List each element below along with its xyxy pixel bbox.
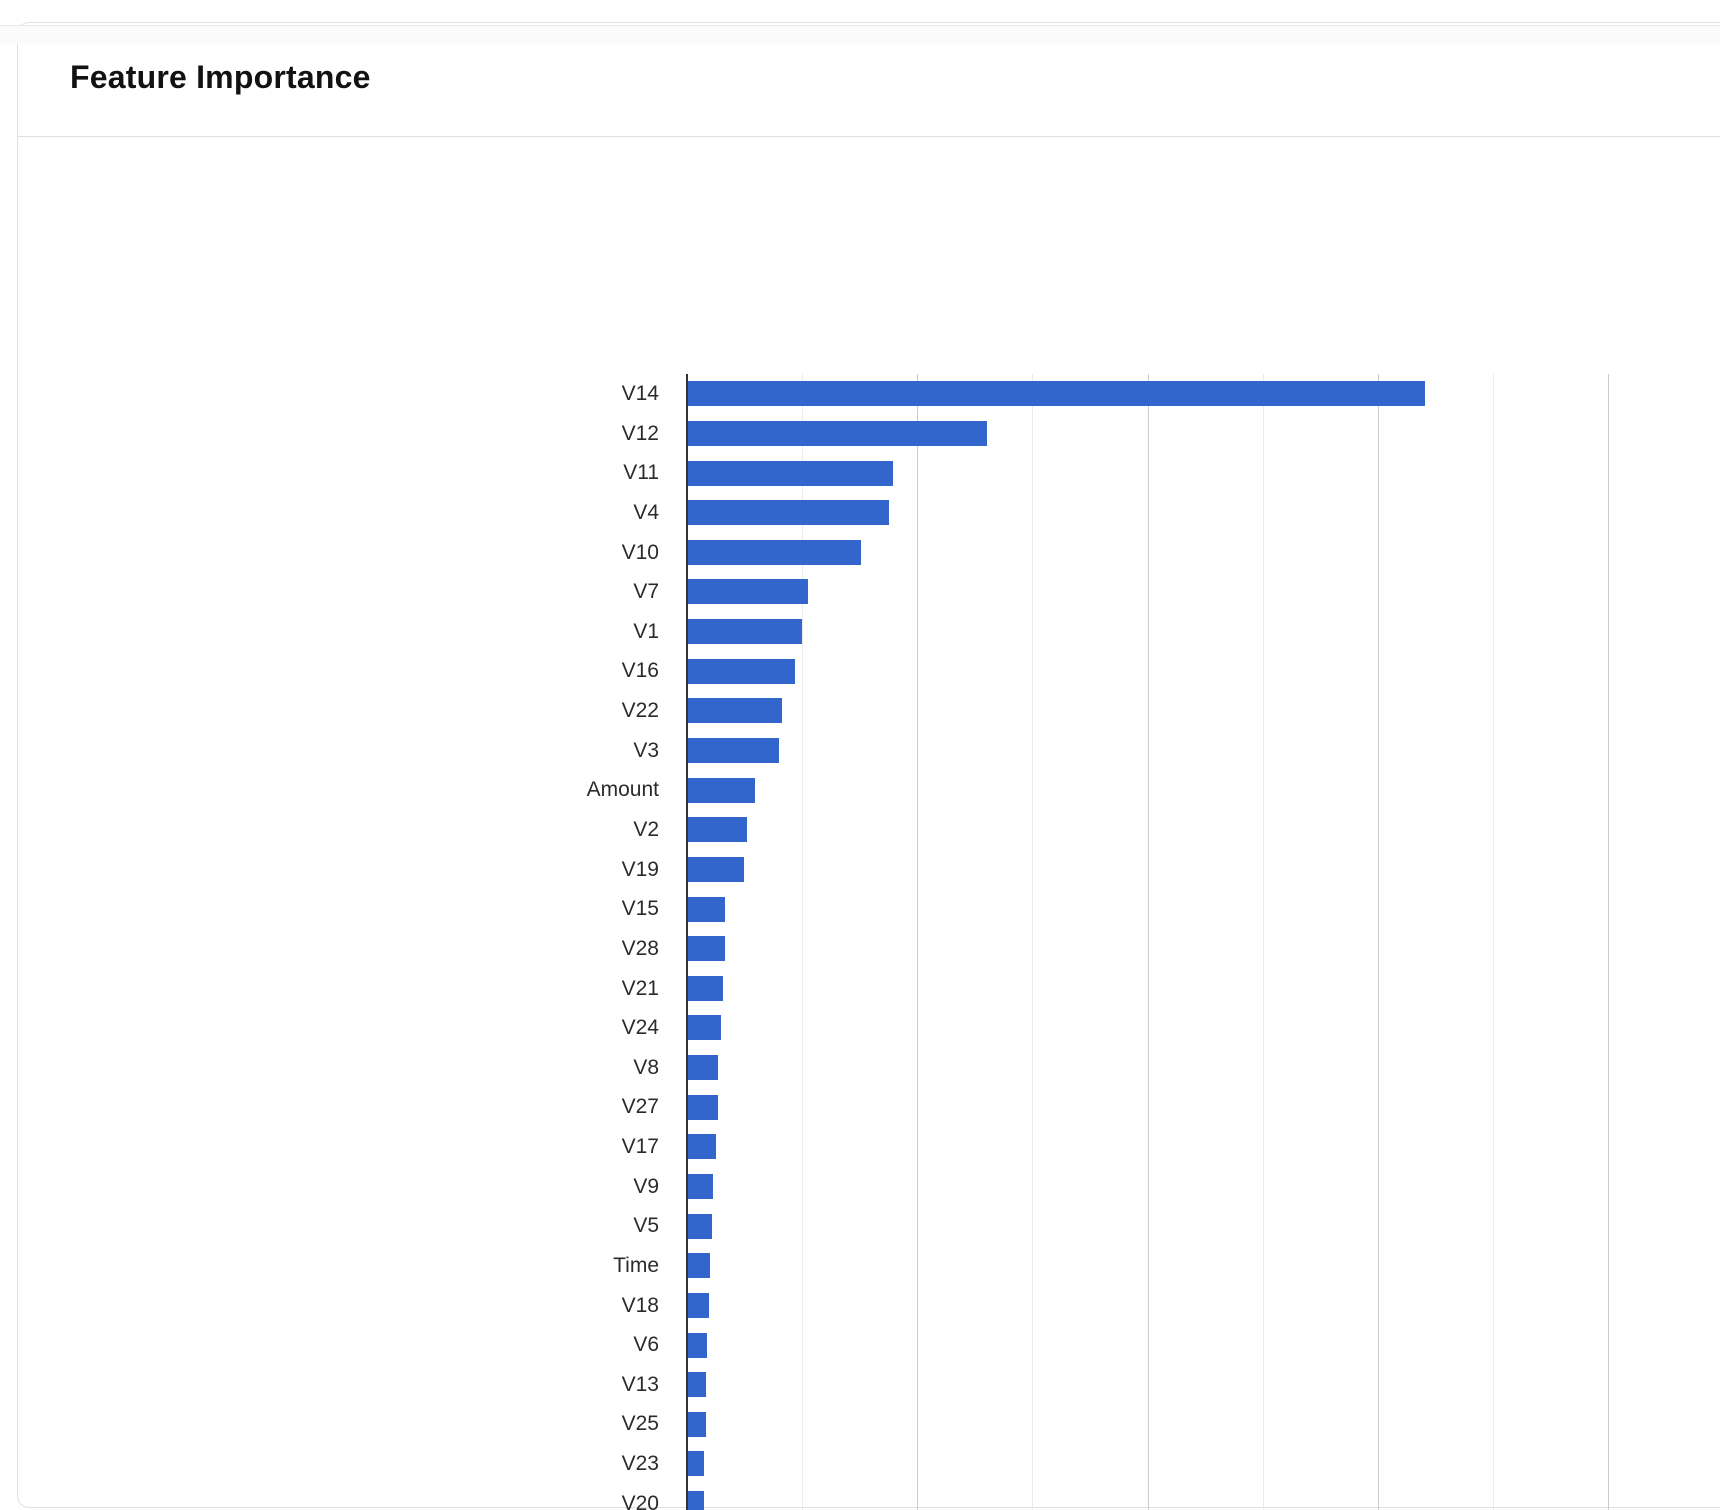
category-label-v10: V10 bbox=[621, 540, 659, 564]
card-title: Feature Importance bbox=[70, 59, 371, 95]
category-label-v19: V19 bbox=[621, 857, 659, 881]
bar-v21[interactable] bbox=[688, 975, 723, 1001]
category-label-v1: V1 bbox=[633, 619, 659, 643]
feature-importance-card: Feature Importance V14 V12 V11 V4 V10 V7 V1 V16… bbox=[17, 22, 1720, 1510]
category-label-amount: Amount bbox=[586, 778, 659, 802]
bar-time[interactable] bbox=[688, 1253, 710, 1279]
bar-v20[interactable] bbox=[688, 1491, 704, 1510]
bar-v19[interactable] bbox=[688, 856, 744, 882]
x-gridline bbox=[802, 374, 804, 1510]
bar-v7[interactable] bbox=[688, 579, 808, 605]
bar-v16[interactable] bbox=[688, 658, 795, 684]
bar-v13[interactable] bbox=[688, 1372, 706, 1398]
category-label-v3: V3 bbox=[633, 738, 659, 762]
category-label-time: Time bbox=[613, 1253, 659, 1277]
bar-v11[interactable] bbox=[688, 460, 893, 486]
category-label-v28: V28 bbox=[621, 936, 659, 960]
category-label-v11: V11 bbox=[623, 461, 659, 485]
category-label-v15: V15 bbox=[621, 897, 659, 921]
bar-v25[interactable] bbox=[688, 1411, 706, 1437]
bar-v5[interactable] bbox=[688, 1213, 712, 1239]
x-gridline bbox=[1377, 374, 1379, 1510]
page-top-divider bbox=[0, 25, 1720, 26]
bar-v23[interactable] bbox=[688, 1451, 704, 1477]
category-label-v2: V2 bbox=[633, 817, 659, 841]
bar-v22[interactable] bbox=[688, 698, 782, 724]
category-label-v12: V12 bbox=[621, 421, 659, 445]
bar-v3[interactable] bbox=[688, 738, 779, 764]
bar-v4[interactable] bbox=[688, 500, 889, 526]
x-gridline bbox=[1032, 374, 1034, 1510]
category-label-v13: V13 bbox=[621, 1372, 659, 1396]
bar-v14[interactable] bbox=[688, 381, 1425, 407]
bar-v17[interactable] bbox=[688, 1134, 716, 1160]
bar-v27[interactable] bbox=[688, 1094, 718, 1120]
card-header: Feature Importance bbox=[18, 23, 1720, 137]
category-label-v16: V16 bbox=[621, 659, 659, 683]
category-label-v21: V21 bbox=[621, 976, 659, 1000]
bar-amount[interactable] bbox=[688, 777, 755, 803]
bar-v1[interactable] bbox=[688, 619, 802, 645]
bar-v8[interactable] bbox=[688, 1055, 718, 1081]
category-label-v24: V24 bbox=[621, 1016, 659, 1040]
bar-v28[interactable] bbox=[688, 936, 725, 962]
x-gridline bbox=[1492, 374, 1494, 1510]
bar-v15[interactable] bbox=[688, 896, 725, 922]
category-label-v5: V5 bbox=[633, 1214, 659, 1238]
x-gridline bbox=[1147, 374, 1149, 1510]
y-axis-line bbox=[686, 374, 688, 1510]
category-label-v25: V25 bbox=[621, 1412, 659, 1436]
bar-v12[interactable] bbox=[688, 420, 987, 446]
page-top-band bbox=[0, 26, 1720, 44]
category-label-v8: V8 bbox=[633, 1055, 659, 1079]
category-label-v22: V22 bbox=[621, 699, 659, 723]
bar-v6[interactable] bbox=[688, 1332, 707, 1358]
category-label-v6: V6 bbox=[633, 1333, 659, 1357]
bar-v9[interactable] bbox=[688, 1173, 713, 1199]
category-label-v23: V23 bbox=[621, 1452, 659, 1476]
category-label-v14: V14 bbox=[621, 382, 659, 405]
bar-v2[interactable] bbox=[688, 817, 747, 843]
category-label-v20: V20 bbox=[621, 1491, 659, 1510]
category-label-v17: V17 bbox=[621, 1135, 659, 1159]
bar-v24[interactable] bbox=[688, 1015, 721, 1041]
category-label-v4: V4 bbox=[633, 500, 659, 524]
x-gridline bbox=[917, 374, 919, 1510]
category-label-v7: V7 bbox=[633, 580, 659, 604]
category-label-v27: V27 bbox=[621, 1095, 659, 1119]
bar-v10[interactable] bbox=[688, 539, 861, 565]
category-label-v18: V18 bbox=[621, 1293, 659, 1317]
bar-v18[interactable] bbox=[688, 1292, 709, 1318]
x-gridline bbox=[1262, 374, 1264, 1510]
x-gridline bbox=[1608, 374, 1609, 1510]
category-label-v9: V9 bbox=[633, 1174, 659, 1198]
